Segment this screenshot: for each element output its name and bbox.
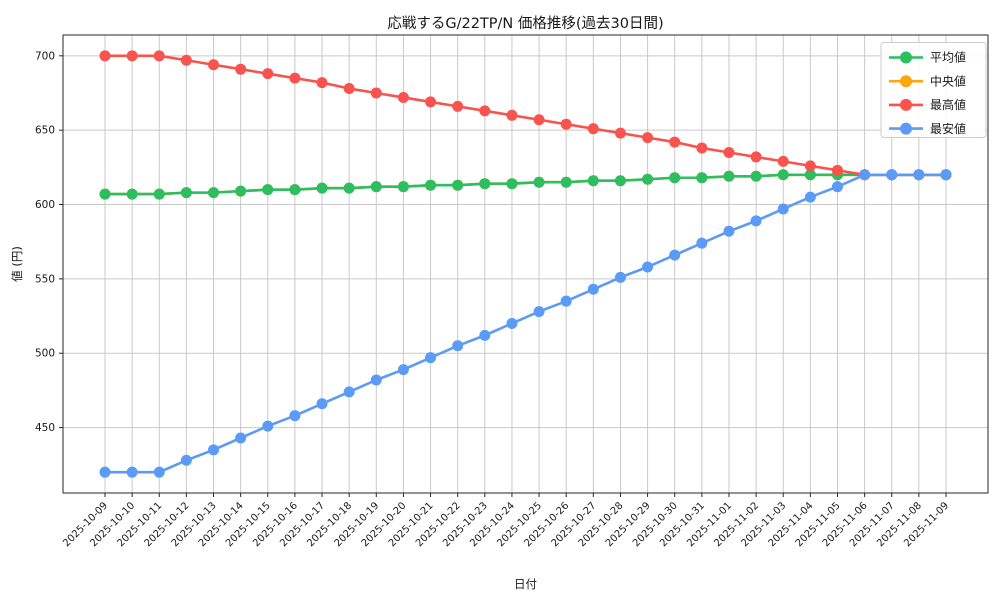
series-average [99,169,952,200]
series-highest [99,50,952,181]
svg-text:650: 650 [35,125,55,137]
legend-item-lowest: 最安値 [889,121,966,136]
svg-text:700: 700 [35,50,55,62]
y-tick-labels: 450 500 550 600 650 700 [35,50,63,434]
svg-text:450: 450 [35,422,55,434]
x-axis-label: 日付 [514,577,537,591]
legend-marker-median [900,75,912,88]
svg-text:最安値: 最安値 [930,121,966,136]
legend-item-highest: 最高値 [889,97,966,112]
legend-marker-average [900,51,912,64]
legend-marker-highest [900,98,912,111]
x-tick-labels: 2025-10-092025-10-102025-10-112025-10-12… [61,493,951,549]
plot-border [62,34,989,494]
svg-text:最高値: 最高値 [930,97,966,112]
svg-text:500: 500 [35,348,55,360]
grid [63,35,988,493]
svg-text:600: 600 [35,199,55,211]
svg-text:中央値: 中央値 [930,73,966,88]
chart-title: 応戦するG/22TP/N 価格推移(過去30日間) [387,16,664,32]
svg-text:平均値: 平均値 [930,50,966,65]
svg-text:550: 550 [35,273,55,285]
series-lowest [99,169,952,478]
y-axis-label: 値 (円) [10,246,24,282]
legend-item-average: 平均値 [889,50,966,65]
legend-item-median: 中央値 [889,73,966,88]
legend-marker-lowest [900,122,912,135]
